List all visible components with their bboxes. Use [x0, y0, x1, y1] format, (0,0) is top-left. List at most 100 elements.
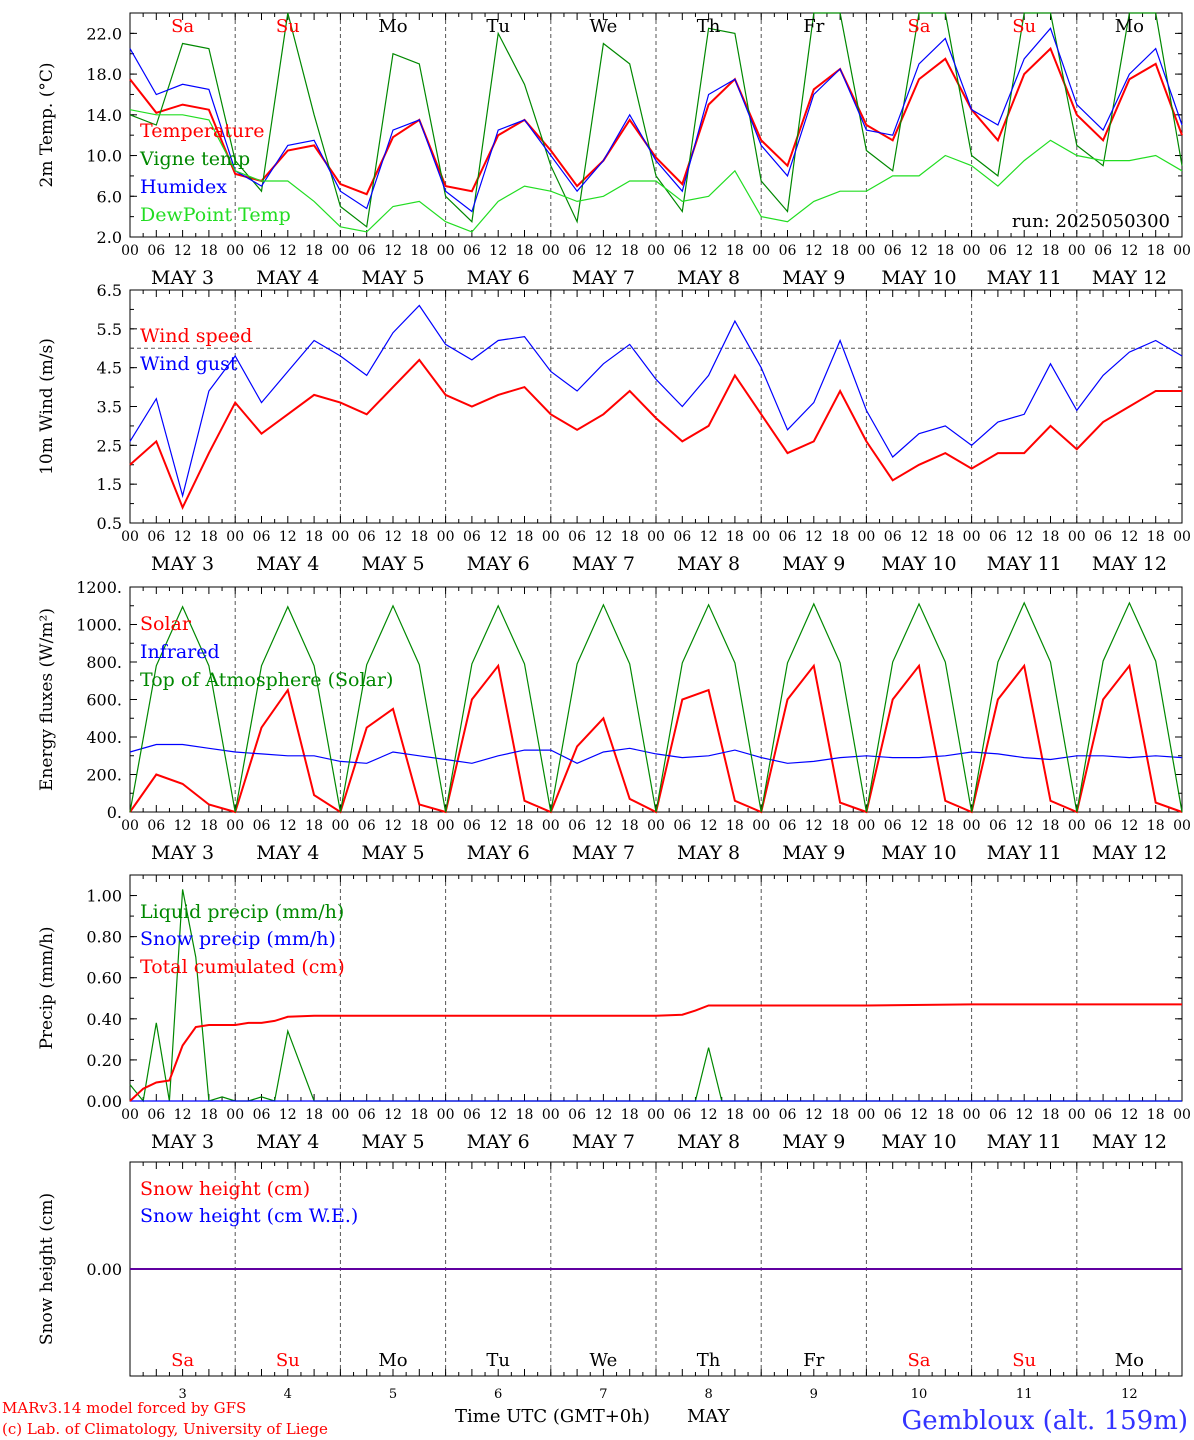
y-tick-label: 1.5	[97, 475, 122, 494]
legend-entry: Infrared	[140, 641, 220, 663]
weekday-label: We	[590, 16, 618, 37]
date-label: MAY 11	[987, 553, 1062, 575]
hour-tick-label: 12	[910, 1107, 928, 1123]
y-tick-label: 1.00	[86, 887, 122, 906]
hour-tick-label: 18	[726, 529, 744, 545]
hour-tick-label: 18	[726, 818, 744, 834]
hour-tick-label: 06	[989, 243, 1007, 259]
hour-tick-label: 18	[200, 1107, 218, 1123]
hour-tick-label: 12	[1120, 243, 1138, 259]
date-label: MAY 10	[881, 1131, 956, 1153]
weekday-label: Sa	[907, 1350, 930, 1371]
hour-tick-label: 18	[621, 529, 639, 545]
date-label: MAY 10	[881, 553, 956, 575]
legend-entry: Snow precip (mm/h)	[140, 928, 336, 950]
hour-tick-label: 12	[700, 1107, 718, 1123]
y-axis-title: Energy fluxes (W/m²)	[37, 608, 57, 791]
date-label: MAY 10	[881, 267, 956, 289]
day-number-label: 6	[494, 1387, 502, 1402]
series-line-wind-gust	[129, 304, 1183, 499]
legend-entry: Vigne temp	[139, 148, 250, 170]
hour-tick-label: 12	[174, 1107, 192, 1123]
y-tick-label: 1000.	[76, 616, 122, 635]
y-axis-title: Snow height (cm)	[37, 1193, 57, 1345]
hour-tick-label: 00	[121, 1107, 139, 1123]
hour-tick-label: 12	[910, 243, 928, 259]
date-label: MAY 12	[1092, 842, 1167, 864]
legend-entry: Temperature	[140, 120, 264, 142]
hour-tick-label: 00	[647, 818, 665, 834]
station-name: Gembloux (alt. 159m)	[902, 1406, 1188, 1436]
hour-tick-label: 12	[910, 529, 928, 545]
hour-tick-label: 06	[358, 529, 376, 545]
hour-tick-label: 06	[989, 818, 1007, 834]
weekday-label: Su	[1012, 1350, 1036, 1371]
hour-tick-label: 00	[1173, 1107, 1191, 1123]
hour-tick-label: 12	[910, 818, 928, 834]
hour-tick-label: 00	[963, 243, 981, 259]
hour-tick-label: 00	[437, 1107, 455, 1123]
hour-tick-label: 00	[226, 1107, 244, 1123]
hour-tick-label: 18	[305, 529, 323, 545]
lab-credit: (c) Lab. of Climatology, University of L…	[2, 1420, 328, 1438]
date-label: MAY 6	[467, 553, 530, 575]
hour-tick-label: 00	[121, 818, 139, 834]
hour-tick-label: 12	[700, 243, 718, 259]
hour-tick-label: 00	[647, 529, 665, 545]
weekday-label: Su	[276, 16, 300, 37]
y-tick-label: 22.0	[86, 24, 122, 43]
hour-tick-label: 12	[489, 529, 507, 545]
hour-tick-label: 00	[121, 243, 139, 259]
date-label: MAY 7	[572, 842, 635, 864]
hour-tick-label: 18	[516, 1107, 534, 1123]
date-label: MAY 11	[987, 267, 1062, 289]
date-label: MAY 3	[151, 1131, 214, 1153]
y-tick-label: 14.0	[86, 106, 122, 125]
hour-tick-label: 18	[726, 1107, 744, 1123]
hour-tick-label: 00	[542, 1107, 560, 1123]
hour-tick-label: 06	[884, 243, 902, 259]
hour-tick-label: 06	[779, 1107, 797, 1123]
hour-tick-label: 06	[463, 818, 481, 834]
hour-tick-label: 18	[1042, 1107, 1060, 1123]
hour-tick-label: 06	[568, 529, 586, 545]
hour-tick-label: 00	[1068, 529, 1086, 545]
date-label: MAY 9	[782, 553, 845, 575]
hour-tick-label: 12	[594, 1107, 612, 1123]
hour-tick-label: 00	[647, 243, 665, 259]
series-line-top-of-atmosphere-solar-	[129, 601, 1183, 813]
hour-tick-label: 12	[700, 529, 718, 545]
hour-tick-label: 18	[621, 1107, 639, 1123]
hour-tick-label: 06	[673, 1107, 691, 1123]
hour-tick-label: 00	[752, 529, 770, 545]
hour-tick-label: 12	[279, 818, 297, 834]
date-label: MAY 3	[151, 842, 214, 864]
hour-tick-label: 00	[226, 818, 244, 834]
hour-tick-label: 12	[384, 818, 402, 834]
legend-entry: Wind gust	[140, 353, 238, 375]
hour-tick-label: 18	[1147, 1107, 1165, 1123]
hour-tick-label: 00	[437, 818, 455, 834]
hour-tick-label: 06	[779, 243, 797, 259]
x-axis-month: MAY	[687, 1406, 731, 1427]
hour-tick-label: 18	[831, 1107, 849, 1123]
hour-tick-label: 00	[226, 243, 244, 259]
hour-tick-label: 06	[673, 529, 691, 545]
hour-tick-label: 06	[989, 1107, 1007, 1123]
y-tick-label: 6.5	[97, 281, 122, 300]
hour-tick-label: 00	[542, 818, 560, 834]
series-line-total-cumulated-cm-	[129, 1003, 1182, 1102]
hour-tick-label: 18	[1042, 243, 1060, 259]
weekday-label: Su	[276, 1350, 300, 1371]
date-label: MAY 5	[361, 553, 424, 575]
hour-tick-label: 06	[568, 818, 586, 834]
day-number-label: 11	[1016, 1387, 1033, 1402]
weekday-label: Sa	[171, 16, 194, 37]
hour-tick-label: 06	[147, 243, 165, 259]
date-label: MAY 9	[782, 267, 845, 289]
date-label: MAY 12	[1092, 1131, 1167, 1153]
hour-tick-label: 12	[700, 818, 718, 834]
y-tick-label: 0.00	[86, 1260, 122, 1279]
hour-tick-label: 00	[1173, 243, 1191, 259]
hour-tick-label: 00	[857, 1107, 875, 1123]
